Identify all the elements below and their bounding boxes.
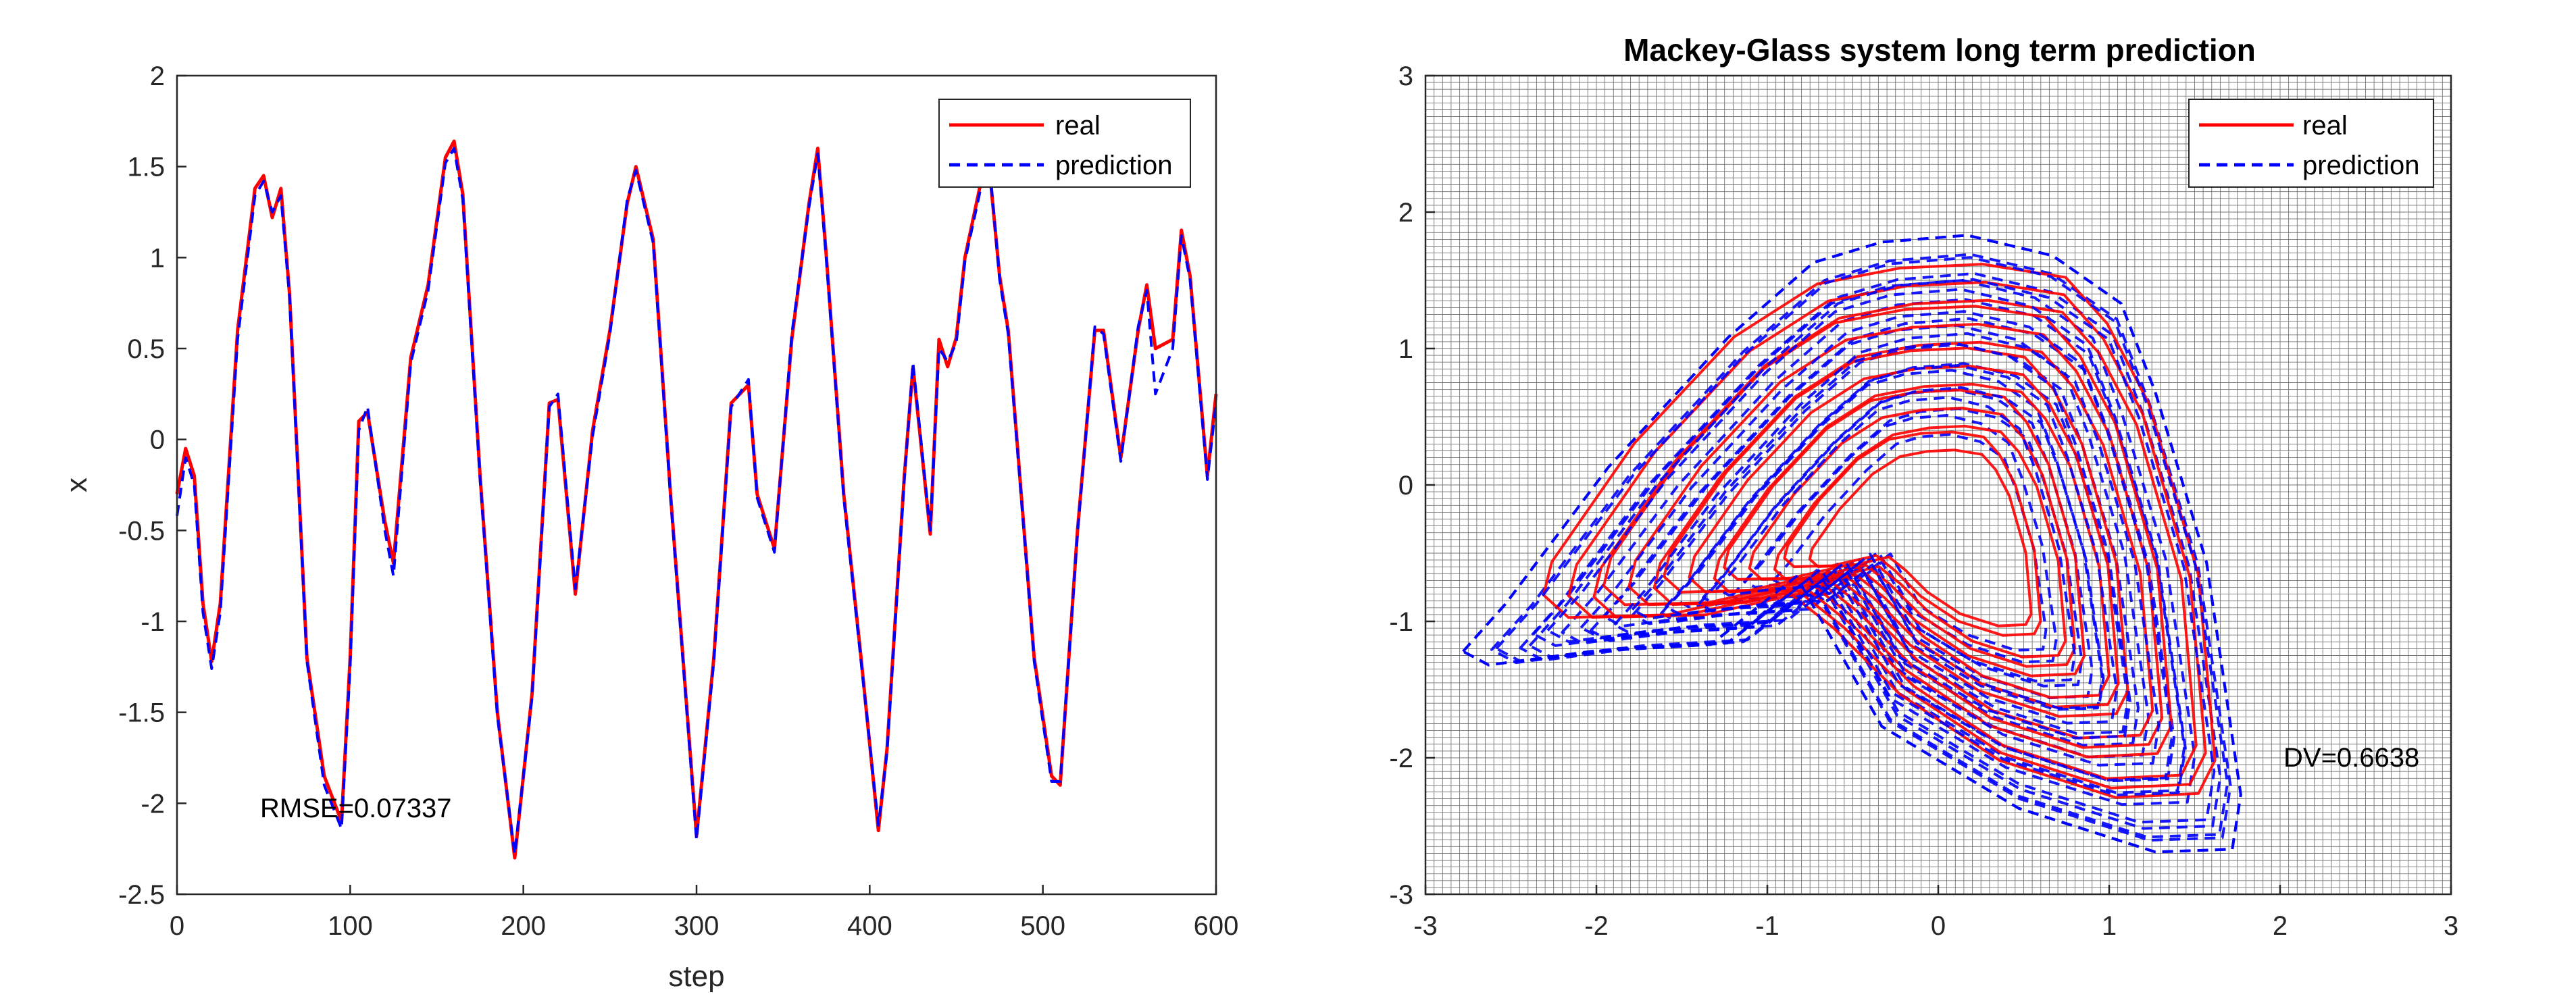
x-tick-label: 100 xyxy=(328,911,373,941)
attractor-loop-prediction xyxy=(1664,364,2119,725)
attractor-loop-prediction xyxy=(1519,272,2222,830)
attractor-loop-real xyxy=(1773,424,2067,659)
x-tick-label: 0 xyxy=(170,911,184,941)
y-tick-label: -1 xyxy=(141,607,165,637)
legend-real-label: real xyxy=(2302,111,2348,140)
legend: real prediction xyxy=(2188,99,2434,188)
y-tick-label: 2 xyxy=(150,61,165,91)
y-tick-label: -2.5 xyxy=(118,880,165,910)
legend-box xyxy=(2188,99,2434,188)
time-series-chart: 0 100 200 300 400 500 600 2 1.5 1 0.5 0 -0.5 -1 -1.5 -2… xyxy=(60,61,1238,993)
legend: real prediction xyxy=(938,99,1191,188)
x-tick-label: -2 xyxy=(1584,911,1609,941)
attractor-loop-prediction xyxy=(1580,310,2174,781)
attractor-loop-prediction xyxy=(1673,369,2104,711)
y-tick-label: -2 xyxy=(141,789,165,819)
y-tick-label: 0 xyxy=(150,426,165,455)
x-tick-label: -3 xyxy=(1413,911,1438,941)
phase-plot-chart: Mackey-Glass system long term prediction… xyxy=(1389,32,2458,941)
y-tick-label: 1.5 xyxy=(127,153,165,182)
y-axis-label: x xyxy=(60,478,93,492)
attractor-loop-prediction xyxy=(1532,279,2196,806)
y-tick-label: -1.5 xyxy=(118,698,165,728)
x-tick-label: 1 xyxy=(2102,911,2117,941)
attractor-loop-prediction xyxy=(1602,324,2150,758)
attractor-loop-real xyxy=(1688,365,2120,709)
y-tick-label: 0 xyxy=(1398,471,1413,500)
attractor-loop-prediction xyxy=(1495,256,2229,839)
y-tick-label: -0.5 xyxy=(118,516,165,546)
attractor-lines xyxy=(1461,234,2242,854)
y-tick-label: 0.5 xyxy=(127,334,165,364)
attractor-loop-prediction xyxy=(1528,278,2216,824)
legend-prediction-label: prediction xyxy=(1055,151,1172,180)
attractor-loop-prediction xyxy=(1744,414,2058,664)
axis-ticks: 0 100 200 300 400 500 600 2 1.5 1 0.5 0 -0.5 -1 -1.5 -2… xyxy=(118,61,1238,941)
attractor-loop-prediction xyxy=(1561,298,2186,794)
attractor-loop-real xyxy=(1602,305,2173,758)
attractor-loop-real xyxy=(1783,430,2042,637)
rmse-annotation: RMSE=0.07337 xyxy=(260,794,452,823)
chart-title: Mackey-Glass system long term prediction xyxy=(1623,32,2256,68)
x-tick-label: 0 xyxy=(1931,911,1946,941)
axis-ticks: -3 -2 -1 0 1 2 3 3 2 1 0 -1 -2 -3 xyxy=(1389,61,2458,941)
x-tick-label: 3 xyxy=(2444,911,2458,941)
legend-real-label: real xyxy=(1055,111,1101,140)
x-tick-label: 400 xyxy=(847,911,892,941)
series-line-prediction xyxy=(176,147,1217,856)
y-tick-label: 1 xyxy=(1398,334,1413,364)
x-tick-label: 600 xyxy=(1194,911,1239,941)
attractor-loop-real xyxy=(1808,448,2033,627)
series-lines xyxy=(175,139,1218,860)
x-tick-label: 500 xyxy=(1020,911,1065,941)
x-tick-label: 200 xyxy=(501,911,546,941)
y-tick-label: -3 xyxy=(1389,880,1413,910)
attractor-loop-real xyxy=(1713,382,2111,699)
attractor-loop-prediction xyxy=(1697,386,2105,710)
attractor-loop-prediction xyxy=(1613,332,2161,767)
axes-box xyxy=(176,74,1217,896)
attractor-loop-prediction xyxy=(1546,288,2187,796)
x-tick-label: 2 xyxy=(2273,911,2288,941)
attractor-loop-prediction xyxy=(1631,342,2131,740)
x-axis-label: step xyxy=(668,960,724,993)
y-tick-label: 1 xyxy=(150,243,165,273)
attractor-loop-real xyxy=(1652,340,2154,740)
y-tick-label: -2 xyxy=(1389,744,1413,773)
x-tick-label: -1 xyxy=(1755,911,1779,941)
legend-prediction-label: prediction xyxy=(2302,151,2419,180)
y-tick-label: 2 xyxy=(1398,198,1413,228)
y-tick-label: 3 xyxy=(1398,61,1413,91)
x-tick-label: 300 xyxy=(674,911,719,941)
y-tick-label: -1 xyxy=(1389,607,1413,637)
attractor-loop-real xyxy=(1748,407,2077,668)
dv-annotation: DV=0.6638 xyxy=(2283,743,2419,773)
axes-box xyxy=(1424,74,2452,896)
attractor-loop-prediction xyxy=(1715,396,2076,683)
plot-area xyxy=(177,76,1216,894)
legend-box xyxy=(938,99,1191,188)
